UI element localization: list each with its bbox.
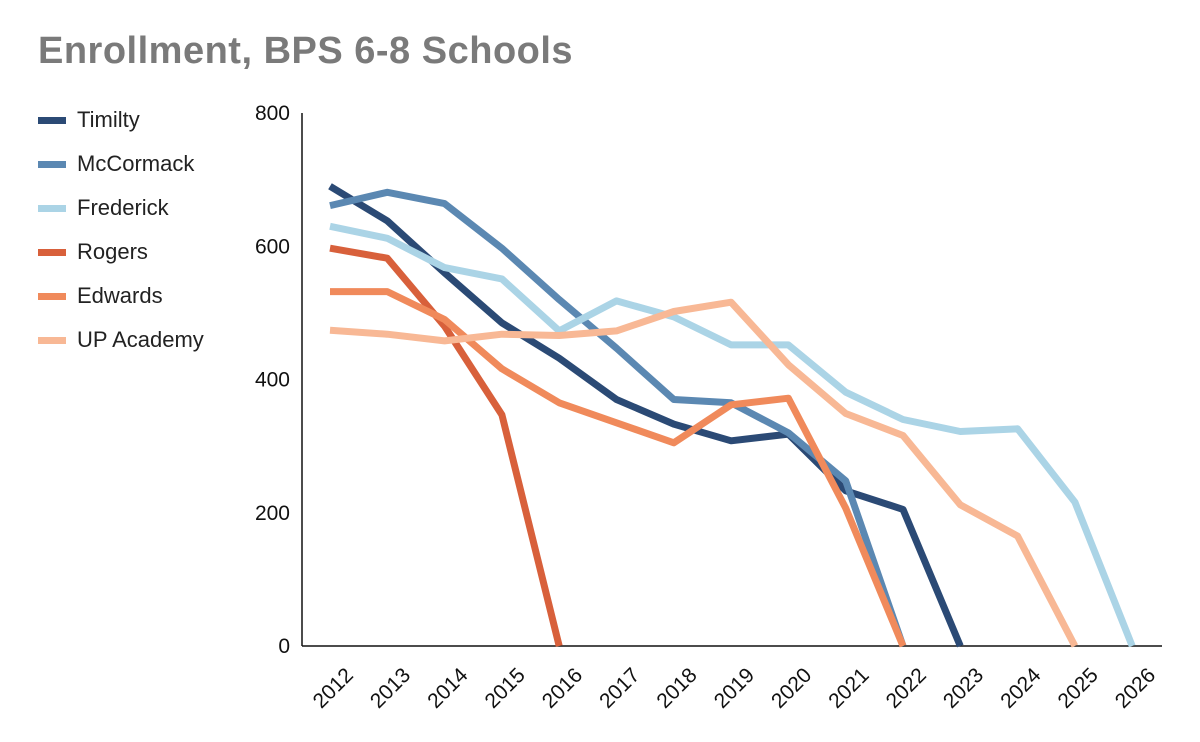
legend-swatch xyxy=(38,248,66,256)
legend-item-frederick: Frederick xyxy=(38,186,204,230)
series-line-rogers xyxy=(329,244,563,647)
series-line-up-academy xyxy=(329,298,1079,648)
legend-label: McCormack xyxy=(77,151,195,176)
y-tick-label: 400 xyxy=(255,369,290,392)
legend-swatch xyxy=(38,336,66,344)
x-tick-label: 2021 xyxy=(824,664,873,713)
x-tick-label: 2019 xyxy=(710,664,759,713)
legend-label: Timilty xyxy=(77,107,140,132)
y-tick-label: 600 xyxy=(255,235,290,258)
legend-label: Frederick xyxy=(77,195,169,220)
legend-item-rogers: Rogers xyxy=(38,230,204,274)
series-line-edwards xyxy=(330,288,907,648)
legend-swatch xyxy=(38,160,66,168)
x-tick-label: 2022 xyxy=(882,664,931,713)
legend-swatch xyxy=(38,204,66,212)
chart-legend: Timilty McCormack Frederick Rogers Edwards UP… xyxy=(38,98,204,362)
x-tick-label: 2015 xyxy=(481,664,530,713)
x-tick-label: 2026 xyxy=(1111,664,1160,713)
series-line-frederick xyxy=(329,222,1136,648)
x-tick-label: 2013 xyxy=(366,664,415,713)
y-tick-label: 200 xyxy=(255,502,290,525)
legend-item-edwards: Edwards xyxy=(38,274,204,318)
x-tick-label: 2017 xyxy=(595,664,644,713)
x-tick-label: 2023 xyxy=(939,664,988,713)
legend-item-timilty: Timilty xyxy=(38,98,204,142)
legend-label: UP Academy xyxy=(77,327,204,352)
x-tick-label: 2012 xyxy=(309,664,358,713)
x-tick-label: 2020 xyxy=(767,664,816,713)
legend-item-up-academy: UP Academy xyxy=(38,318,204,362)
x-tick-label: 2025 xyxy=(1054,664,1103,713)
y-tick-label: 800 xyxy=(255,102,290,125)
y-tick-label: 0 xyxy=(278,635,290,658)
legend-label: Rogers xyxy=(77,239,148,264)
series-line-mccormack xyxy=(329,188,907,648)
legend-swatch xyxy=(38,292,66,300)
legend-item-mccormack: McCormack xyxy=(38,142,204,186)
x-tick-label: 2014 xyxy=(423,663,473,713)
x-tick-label: 2016 xyxy=(538,664,587,713)
legend-swatch xyxy=(38,116,66,124)
legend-label: Edwards xyxy=(77,283,163,308)
chart-title: Enrollment, BPS 6-8 Schools xyxy=(38,30,574,72)
x-tick-label: 2024 xyxy=(996,663,1046,713)
x-tick-label: 2018 xyxy=(652,664,701,713)
